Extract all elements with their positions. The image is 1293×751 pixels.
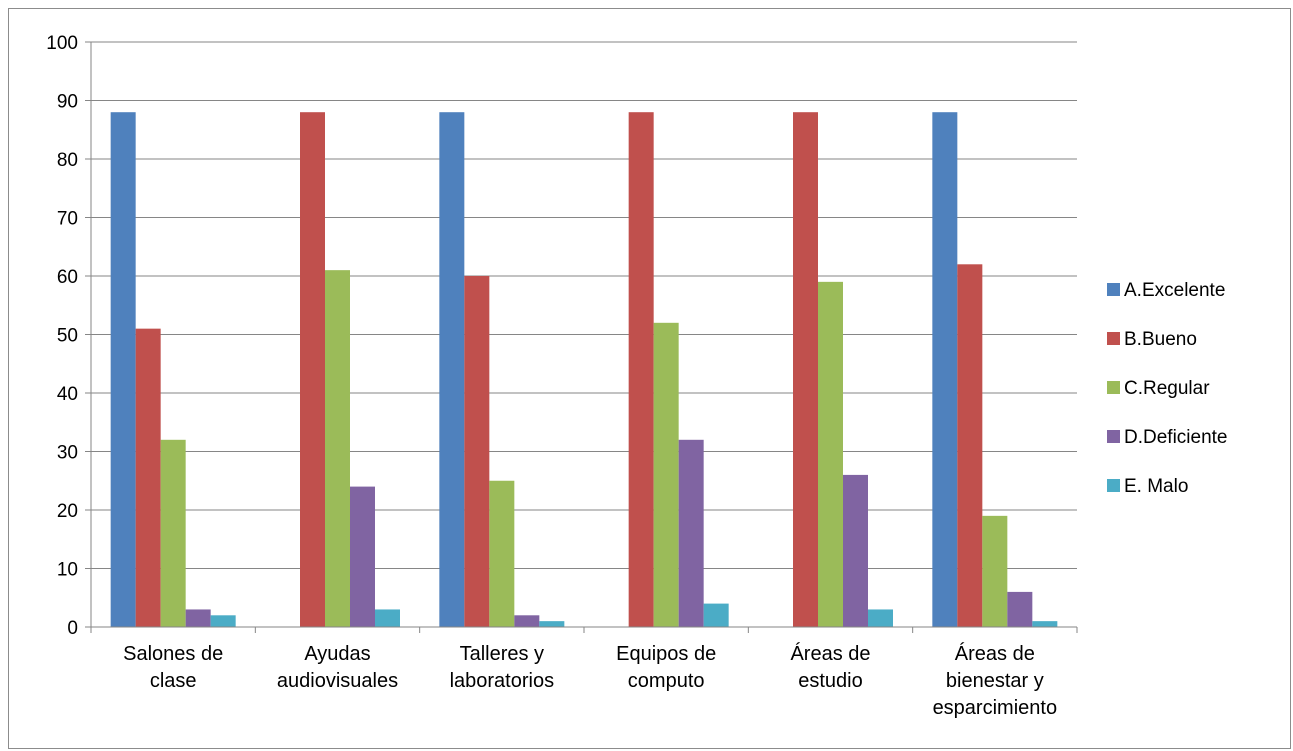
y-tick-label: 40 (57, 384, 78, 405)
legend-swatch (1107, 283, 1120, 296)
bars (110, 112, 1058, 627)
bar-4-5 (843, 474, 868, 627)
legend-swatch (1107, 332, 1120, 345)
bar-4-4 (678, 439, 704, 627)
x-category-label: Áreas de (790, 642, 870, 665)
bar-4-2 (350, 486, 375, 627)
bar-3-2 (325, 270, 350, 627)
bar-4-6 (1007, 591, 1033, 627)
legend-swatch (1107, 381, 1120, 394)
legend-swatch (1107, 479, 1120, 492)
bar-4-3 (514, 615, 540, 627)
legend-label: A.Excelente (1124, 280, 1225, 301)
y-tick-label: 60 (57, 267, 78, 288)
legend-label: D.Deficiente (1124, 427, 1228, 448)
bar-5-2 (375, 609, 400, 627)
bar-3-3 (489, 480, 515, 627)
x-category-label: clase (150, 670, 197, 692)
bar-1-3 (439, 112, 465, 627)
legend-label: C.Regular (1124, 378, 1210, 399)
bar-5-4 (703, 603, 729, 627)
y-tick-label: 90 (57, 92, 78, 113)
y-tick-label: 70 (57, 209, 78, 230)
bar-5-3 (539, 621, 565, 627)
y-tick-label: 80 (57, 150, 78, 171)
bar-3-5 (818, 281, 843, 627)
bar-5-1 (210, 615, 236, 627)
bar-2-6 (957, 264, 983, 627)
legend-label: E. Malo (1124, 476, 1188, 497)
y-tick-label: 10 (57, 560, 78, 581)
x-category-label: estudio (798, 670, 863, 692)
x-category-label: Salones de (123, 643, 223, 665)
legend: A.Excelente B.Bueno C.Regular D.Deficiente E… (1107, 280, 1228, 497)
bar-5-5 (868, 609, 893, 627)
x-category-label: laboratorios (450, 670, 555, 692)
bar-2-4 (628, 112, 654, 627)
y-tick-label: 100 (46, 33, 78, 54)
bar-2-5 (793, 112, 818, 627)
legend-label: B.Bueno (1124, 329, 1197, 350)
x-category-label: audiovisuales (277, 670, 398, 692)
x-category-label: esparcimiento (933, 697, 1058, 719)
bar-5-6 (1032, 621, 1058, 627)
bar-2-3 (464, 276, 490, 627)
legend-swatch (1107, 430, 1120, 443)
bar-chart: 0 10 20 30 40 50 60 70 80 90 100 Salones de clase Ayu… (46, 33, 1228, 719)
gridlines (91, 41, 1077, 569)
x-category-label: Talleres y (460, 643, 544, 665)
x-category-label: computo (628, 670, 705, 692)
bar-3-1 (160, 439, 186, 627)
x-category-label: Áreas de (955, 642, 1035, 665)
bar-3-6 (982, 515, 1008, 627)
x-category-label: Ayudas (304, 643, 370, 665)
x-category-label: bienestar y (946, 670, 1044, 692)
axes: 0 10 20 30 40 50 60 70 80 90 100 Salones de clase Ayu… (46, 33, 1078, 719)
bar-1-6 (932, 112, 958, 627)
y-tick-label: 30 (57, 443, 78, 464)
y-tick-label: 0 (67, 618, 78, 639)
bar-2-2 (300, 112, 325, 627)
bar-4-1 (185, 609, 211, 627)
bar-2-1 (135, 328, 161, 627)
y-tick-label: 50 (57, 326, 78, 347)
x-category-label: Equipos de (616, 643, 716, 665)
chart-frame: 0 10 20 30 40 50 60 70 80 90 100 Salones de clase Ayu… (8, 8, 1291, 749)
bar-3-4 (653, 322, 679, 627)
bar-1-1 (110, 112, 136, 627)
y-tick-label: 20 (57, 501, 78, 522)
